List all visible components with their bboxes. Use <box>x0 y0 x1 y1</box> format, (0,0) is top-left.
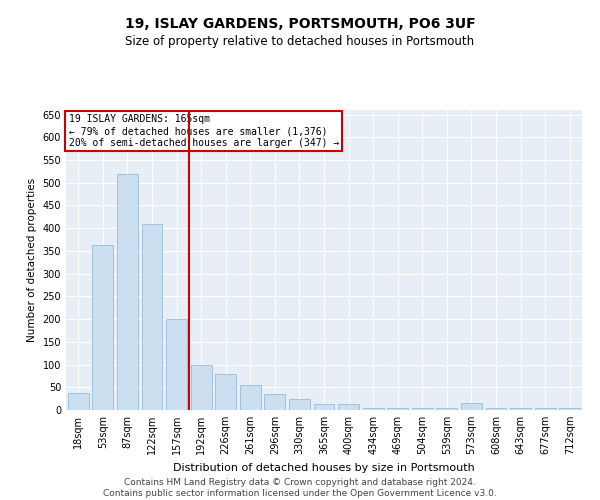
Text: 19 ISLAY GARDENS: 165sqm
← 79% of detached houses are smaller (1,376)
20% of sem: 19 ISLAY GARDENS: 165sqm ← 79% of detach… <box>68 114 339 148</box>
Text: Size of property relative to detached houses in Portsmouth: Size of property relative to detached ho… <box>125 35 475 48</box>
Bar <box>387 408 408 410</box>
Bar <box>117 174 138 410</box>
Bar <box>314 404 334 410</box>
Bar <box>436 408 457 410</box>
Bar <box>559 408 580 410</box>
Bar <box>461 403 482 410</box>
Bar <box>535 408 556 410</box>
Bar <box>215 374 236 410</box>
Bar <box>412 408 433 410</box>
Y-axis label: Number of detached properties: Number of detached properties <box>27 178 37 342</box>
Bar <box>166 319 187 410</box>
Text: 19, ISLAY GARDENS, PORTSMOUTH, PO6 3UF: 19, ISLAY GARDENS, PORTSMOUTH, PO6 3UF <box>125 18 475 32</box>
Bar <box>289 398 310 410</box>
Bar <box>68 392 89 410</box>
Bar <box>510 408 531 410</box>
Bar <box>92 246 113 410</box>
Bar <box>191 364 212 410</box>
Bar <box>142 224 163 410</box>
Text: Contains HM Land Registry data © Crown copyright and database right 2024.
Contai: Contains HM Land Registry data © Crown c… <box>103 478 497 498</box>
Bar <box>338 404 359 410</box>
Bar <box>362 408 383 410</box>
Bar <box>240 385 261 410</box>
X-axis label: Distribution of detached houses by size in Portsmouth: Distribution of detached houses by size … <box>173 462 475 472</box>
Bar <box>265 394 286 410</box>
Bar <box>485 408 506 410</box>
